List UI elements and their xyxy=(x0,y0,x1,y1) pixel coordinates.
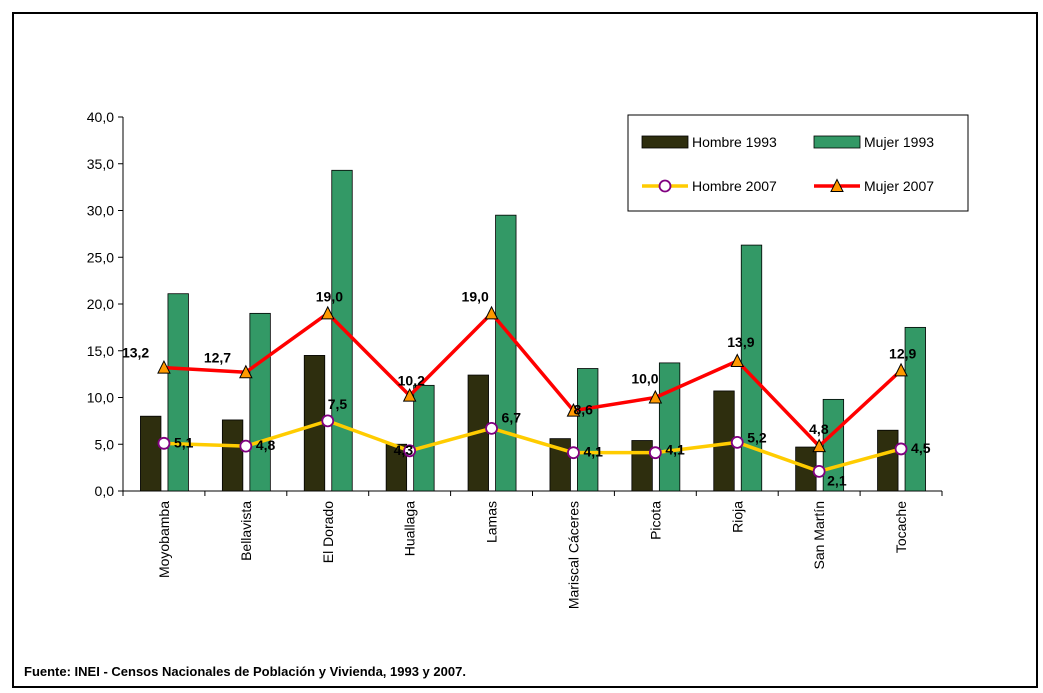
point-hombre-2007 xyxy=(239,439,253,453)
legend-label: Mujer 2007 xyxy=(864,178,934,194)
y-tick-label: 15,0 xyxy=(87,343,114,359)
bar-hombre-1993 xyxy=(631,440,653,492)
data-label: 4,8 xyxy=(256,437,276,453)
x-tick-label: Bellavista xyxy=(238,501,254,561)
line-mujer-2007 xyxy=(163,311,903,448)
x-tick-label: Huallaga xyxy=(402,501,418,556)
data-label: 4,1 xyxy=(665,442,685,458)
point-hombre-2007 xyxy=(485,421,498,435)
data-label: 13,2 xyxy=(122,345,149,361)
data-label: 10,0 xyxy=(631,371,658,387)
data-label: 4,1 xyxy=(583,444,603,460)
x-tick-label: Mariscal Cáceres xyxy=(565,501,581,609)
point-hombre-2007 xyxy=(567,446,580,460)
data-label: 19,0 xyxy=(462,288,489,304)
data-label: 4,8 xyxy=(809,421,829,437)
point-hombre-2007 xyxy=(812,464,826,478)
legend-marker xyxy=(658,179,672,193)
data-label: 5,1 xyxy=(174,434,194,450)
y-tick-label: 5,0 xyxy=(95,436,115,452)
data-label: 8,6 xyxy=(573,402,593,418)
point-mujer-2007 xyxy=(894,362,908,377)
chart: 0,0 5,0 10,0 15,0 20,0 25,0 30,0 35,0 40,0 Moyoba… xyxy=(87,109,969,609)
x-tick-label: Moyobamba xyxy=(156,501,172,578)
point-mujer-2007 xyxy=(730,353,745,368)
y-tick-label: 40,0 xyxy=(87,109,114,125)
legend-label: Hombre 2007 xyxy=(692,178,777,194)
data-label: 2,1 xyxy=(827,472,847,488)
point-mujer-2007 xyxy=(320,305,335,320)
data-label: 10,2 xyxy=(398,373,425,389)
bar-mujer-1993 xyxy=(495,214,517,492)
bar-mujer-1993 xyxy=(249,312,271,492)
point-mujer-2007 xyxy=(239,364,253,379)
point-mujer-2007 xyxy=(566,402,581,417)
bar-mujer-1993 xyxy=(413,384,435,492)
point-mujer-2007 xyxy=(484,305,499,320)
bar-mujer-1993 xyxy=(740,244,763,492)
data-label: 4,3 xyxy=(394,442,414,458)
y-tick-label: 35,0 xyxy=(87,156,114,172)
legend-swatch xyxy=(641,135,689,149)
point-hombre-2007 xyxy=(321,414,335,428)
y-tick-label: 20,0 xyxy=(87,296,114,312)
bar-mujer-1993 xyxy=(331,169,353,492)
bar-mujer-1993 xyxy=(658,362,681,492)
point-hombre-2007 xyxy=(157,436,171,450)
source-note: Fuente: INEI - Censos Nacionales de Pobl… xyxy=(24,664,466,679)
chart-frame xyxy=(12,12,1038,688)
x-tick-label: Lamas xyxy=(484,501,500,543)
legend-swatch xyxy=(813,135,861,149)
data-label: 12,7 xyxy=(204,349,231,365)
point-hombre-2007 xyxy=(730,435,744,449)
point-mujer-2007 xyxy=(402,388,417,402)
x-tick-label: San Martín xyxy=(811,501,827,569)
data-label: 7,5 xyxy=(328,396,348,412)
x-tick-label: Rioja xyxy=(729,501,745,533)
x-tick-label: Picota xyxy=(647,501,663,540)
legend xyxy=(627,114,969,212)
bar-mujer-1993 xyxy=(167,293,189,492)
y-tick-label: 10,0 xyxy=(87,390,114,406)
y-tick-label: 0,0 xyxy=(95,483,115,499)
data-label: 13,9 xyxy=(727,334,754,350)
data-label: 12,9 xyxy=(889,345,916,361)
point-hombre-2007 xyxy=(894,442,908,456)
point-mujer-2007 xyxy=(648,389,663,404)
x-tick-label: El Dorado xyxy=(320,501,336,563)
legend-label: Hombre 1993 xyxy=(692,134,777,150)
legend-label: Mujer 1993 xyxy=(864,134,934,150)
data-label: 5,2 xyxy=(747,429,767,445)
y-tick-label: 25,0 xyxy=(87,249,114,265)
point-hombre-2007 xyxy=(648,446,662,460)
point-hombre-2007 xyxy=(403,444,417,458)
point-mujer-2007 xyxy=(157,359,171,374)
bar-mujer-1993 xyxy=(577,368,599,492)
data-label: 6,7 xyxy=(502,409,522,425)
bar-hombre-1993 xyxy=(140,415,162,492)
x-tick-label: Tocache xyxy=(893,501,909,553)
y-tick-label: 30,0 xyxy=(87,203,114,219)
bar-mujer-1993 xyxy=(904,326,926,492)
data-label: 4,5 xyxy=(911,440,931,456)
point-mujer-2007 xyxy=(812,438,826,453)
line-hombre-2007 xyxy=(163,419,902,474)
legend-marker xyxy=(830,178,844,192)
data-label: 19,0 xyxy=(316,288,343,304)
bar-hombre-1993 xyxy=(221,419,244,492)
bar-hombre-1993 xyxy=(877,429,899,492)
